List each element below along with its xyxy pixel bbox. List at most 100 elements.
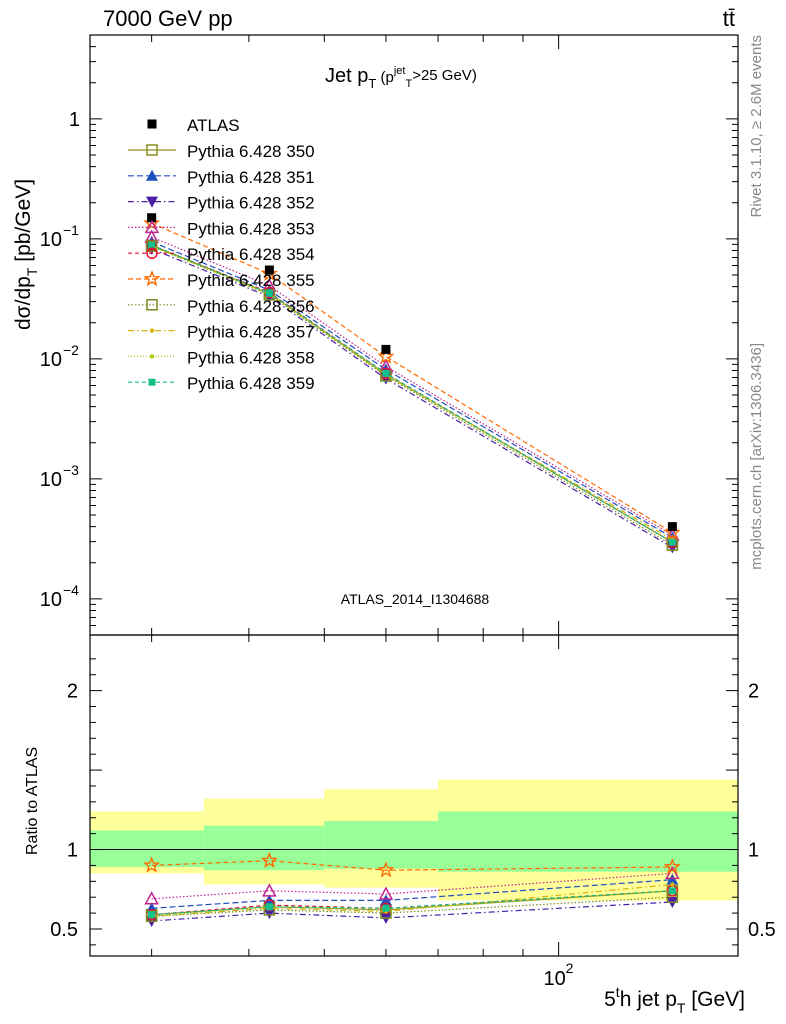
y-axis-label: dσ/dpT [pb/GeV]: [12, 179, 40, 330]
ratio-point: [668, 887, 676, 895]
legend-label: Pythia 6.428 351: [187, 168, 315, 187]
chart-title-text: Jet pT (pjetT>25 GeV): [325, 65, 477, 91]
ratio-tick-label: 0.5: [50, 919, 78, 941]
ratio-frame: [89, 634, 739, 957]
uncertainty-band-inner: [438, 811, 738, 872]
y-tick-label: 10: [40, 349, 62, 371]
ratio-point: [382, 904, 390, 912]
legend-label: Pythia 6.428 352: [187, 194, 315, 213]
ratio-point: [379, 894, 392, 906]
data-point: [381, 344, 391, 354]
header-left: 7000 GeV pp: [103, 6, 233, 31]
x-tick-label: 10: [544, 968, 566, 990]
series-line: [151, 236, 673, 536]
legend-label: Pythia 6.428 354: [187, 245, 315, 264]
y-tick-label-exponent: −3: [63, 462, 79, 478]
ratio-tick-label-right: 0.5: [748, 919, 776, 941]
legend-marker: [146, 247, 158, 259]
ratio-series-line: [151, 896, 673, 917]
ratio-series-line: [151, 901, 673, 922]
ratio-point: [665, 865, 680, 880]
legend-marker: [146, 196, 158, 208]
series-line: [151, 245, 673, 546]
x-axis-label: 5th jet pT [GeV]: [604, 984, 745, 1016]
series-point: [377, 347, 395, 364]
data-point: [264, 265, 274, 275]
uncertainty-band-inner: [90, 830, 204, 868]
ratio-series-line: [151, 872, 673, 900]
legend-marker: [149, 354, 155, 359]
legend: ATLAS Pythia 6.428 350 Pythia 6.428 351 Pyt…: [128, 116, 315, 393]
side-text-top: Rivet 3.1.10, ≥ 2.6M events: [748, 35, 765, 218]
legend-marker: [146, 169, 158, 181]
series-point: [260, 264, 278, 282]
series-point: [148, 241, 156, 249]
ratio-point: [666, 873, 679, 885]
ratio-series-line: [151, 883, 673, 917]
ratio-tick-label-right: 2: [748, 681, 759, 703]
watermark: ATLAS_2014_I1304688: [341, 591, 490, 607]
ratio-point: [260, 851, 278, 868]
legend-marker: [149, 328, 155, 333]
series-point: [143, 214, 161, 231]
legend-marker: [144, 219, 160, 234]
series-point: [668, 538, 676, 546]
legend-label: Pythia 6.428 356: [187, 297, 315, 316]
series-point: [663, 523, 681, 540]
ratio-tick-label: 2: [67, 681, 78, 703]
legend-label: Pythia 6.428 358: [187, 348, 315, 367]
legend-marker-atlas: [147, 119, 157, 129]
legend-label-atlas: ATLAS: [187, 116, 240, 135]
series-line: [151, 248, 673, 549]
ratio-y-axis-label: Ratio to ATLAS: [24, 747, 41, 855]
y-tick-label-exponent: −1: [63, 222, 79, 238]
ratio-series-line: [151, 879, 673, 909]
legend-marker: [143, 270, 161, 287]
ratio-tick-label-right: 1: [748, 840, 759, 862]
y-tick-label-exponent: −2: [63, 342, 79, 358]
ratio-point: [143, 856, 161, 873]
ratio-series-line: [151, 860, 673, 871]
x-tick-label-exponent: 2: [566, 960, 574, 976]
y-tick-label-exponent: −4: [63, 582, 79, 598]
ratio-point: [670, 882, 675, 887]
series-point: [265, 289, 273, 297]
series-point: [145, 240, 158, 252]
ratio-point: [378, 886, 394, 900]
y-tick-label: 1: [69, 109, 80, 131]
ratio-point: [377, 861, 395, 878]
data-point: [147, 213, 157, 223]
y-tick-label: 10: [40, 469, 62, 491]
legend-label: Pythia 6.428 357: [187, 323, 315, 342]
ratio-point: [263, 908, 276, 920]
ratio-point: [144, 891, 159, 905]
ratio-point: [265, 903, 273, 911]
series-line: [151, 241, 673, 539]
ratio-series-line: [151, 890, 673, 917]
series-line: [151, 244, 673, 543]
ratio-point: [262, 883, 277, 897]
side-text-bottom: mcplots.cern.ch [arXiv:1306.3436]: [748, 343, 765, 570]
ratio-series-line: [151, 890, 673, 916]
series-point: [382, 369, 390, 377]
main-panel: [89, 34, 739, 636]
ratio-panel: [89, 634, 739, 957]
data-point: [667, 522, 677, 532]
ratio-point: [148, 911, 156, 919]
legend-label: Pythia 6.428 353: [187, 219, 315, 238]
legend-marker: [146, 299, 158, 311]
ratio-tick-label: 1: [67, 840, 78, 862]
ratio-point: [663, 858, 681, 875]
series-line: [151, 222, 673, 534]
legend-label: Pythia 6.428 355: [187, 271, 315, 290]
y-tick-label: 10: [40, 229, 62, 251]
header-right: tt̄: [723, 6, 735, 31]
y-tick-label: 10: [40, 589, 62, 611]
legend-marker: [148, 378, 156, 386]
uncertainty-band-inner: [324, 820, 439, 869]
legend-label: Pythia 6.428 350: [187, 142, 315, 161]
legend-marker: [146, 144, 158, 156]
legend-label: Pythia 6.428 359: [187, 374, 315, 393]
